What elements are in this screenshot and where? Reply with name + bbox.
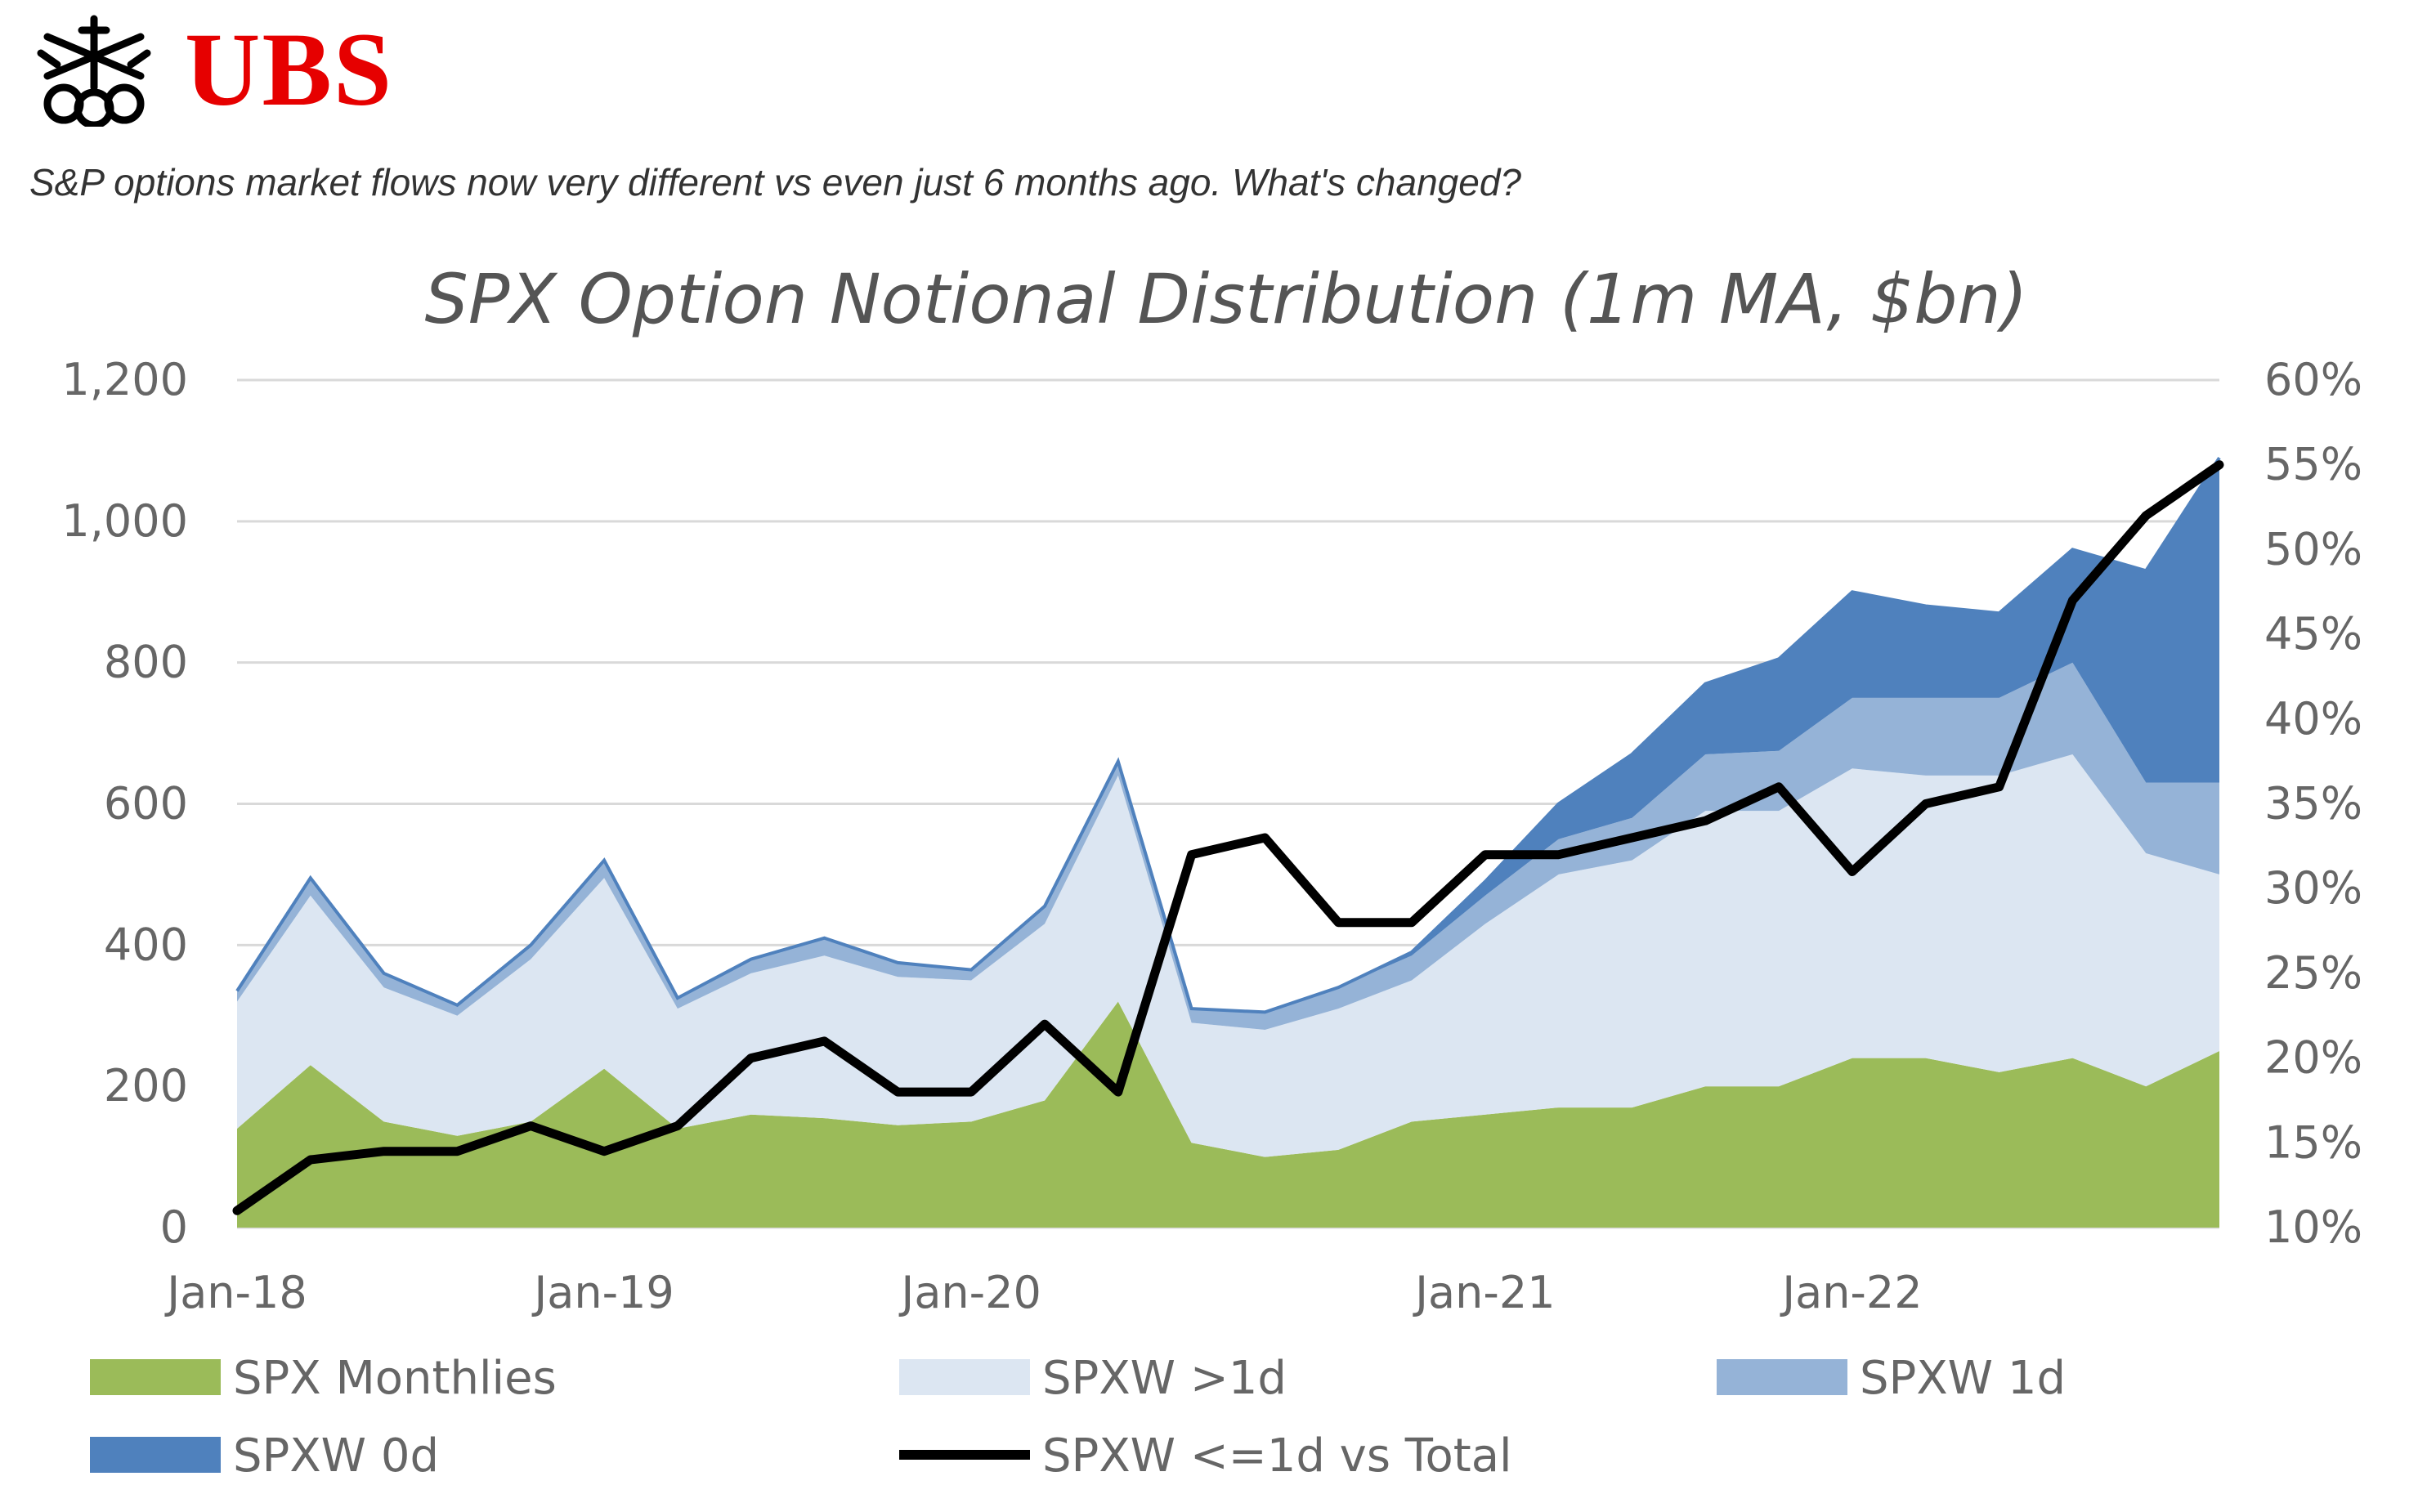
area-top-outline xyxy=(235,457,2221,1014)
area-series xyxy=(235,457,2221,1228)
legend-swatch xyxy=(899,1359,1030,1395)
area-spxw-1d xyxy=(237,754,2219,1157)
x-tick-label: Jan-18 xyxy=(164,1267,307,1318)
legend-label: SPX Monthlies xyxy=(233,1352,557,1405)
right-tick-label: 55% xyxy=(2264,439,2362,490)
area-spxw-1d xyxy=(237,662,2219,1030)
right-axis-ticks: 10% 15% 20% 25% 30% 35% 40% 45% 50% 55% 60% xyxy=(2264,354,2362,1253)
legend-label: SPXW 1d xyxy=(1860,1352,2066,1405)
left-tick-label: 200 xyxy=(104,1060,188,1112)
legend-swatch xyxy=(90,1437,221,1473)
legend-swatch xyxy=(90,1359,221,1395)
page-subtitle: S&P options market flows now very differ… xyxy=(29,161,1521,204)
left-tick-label: 400 xyxy=(104,919,188,970)
ubs-keys-logo-icon xyxy=(37,15,151,127)
line-series xyxy=(232,460,2224,1215)
x-tick-label: Jan-19 xyxy=(531,1267,674,1318)
x-tick-label: Jan-21 xyxy=(1413,1267,1555,1318)
left-tick-label: 1,000 xyxy=(61,495,188,547)
right-tick-label: 45% xyxy=(2264,608,2362,660)
line-spxw-1d-vs-total xyxy=(232,460,2224,1215)
right-tick-label: 10% xyxy=(2264,1201,2362,1253)
right-tick-label: 15% xyxy=(2264,1116,2362,1168)
area-spx-monthlies xyxy=(237,1001,2219,1228)
chart-title: SPX Option Notional Distribution (1m MA,… xyxy=(424,259,2027,339)
x-axis-ticks: Jan-18 Jan-19 Jan-20 Jan-21 Jan-22 xyxy=(164,1267,1922,1318)
right-tick-label: 20% xyxy=(2264,1032,2362,1084)
left-axis-ticks: 0 200 400 600 800 1,000 1,200 xyxy=(61,354,188,1253)
chart: SPX Option Notional Distribution (1m MA,… xyxy=(61,259,2362,1483)
right-tick-label: 30% xyxy=(2264,862,2362,914)
left-tick-label: 600 xyxy=(104,778,188,830)
legend-label: SPXW 0d xyxy=(233,1429,439,1483)
x-tick-label: Jan-20 xyxy=(898,1267,1041,1318)
left-tick-label: 800 xyxy=(104,637,188,688)
left-tick-label: 0 xyxy=(160,1201,188,1253)
legend: SPX Monthlies SPXW >1d SPXW 1d SPXW 0d SPXW … xyxy=(90,1352,2066,1483)
legend-label: SPXW >1d xyxy=(1042,1352,1287,1405)
legend-swatch xyxy=(1717,1359,1847,1395)
brand-name: UBS xyxy=(185,11,393,127)
brand-header: UBS xyxy=(25,8,393,131)
right-tick-label: 25% xyxy=(2264,947,2362,999)
right-tick-label: 50% xyxy=(2264,523,2362,575)
right-tick-label: 35% xyxy=(2264,778,2362,830)
x-tick-label: Jan-22 xyxy=(1780,1267,1922,1318)
left-tick-label: 1,200 xyxy=(61,354,188,405)
right-tick-label: 40% xyxy=(2264,693,2362,745)
legend-label: SPXW <=1d vs Total xyxy=(1042,1429,1512,1483)
right-tick-label: 60% xyxy=(2264,354,2362,405)
